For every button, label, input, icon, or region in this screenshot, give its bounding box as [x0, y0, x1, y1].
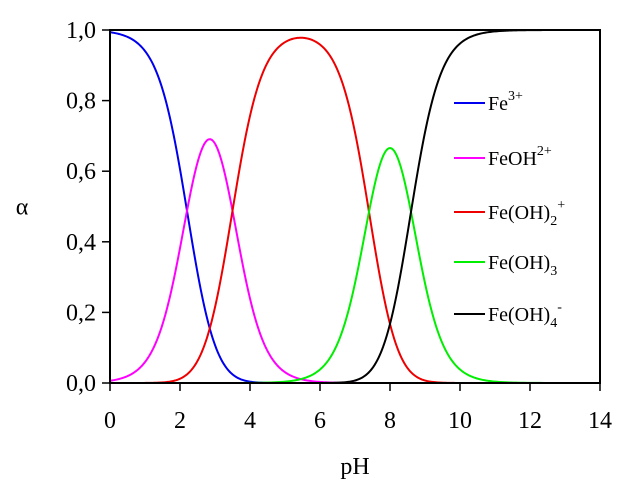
legend-item-5: Fe(OH)4- [454, 300, 562, 331]
legend-label: Fe(OH)3 [488, 252, 557, 279]
y-tick-label: 0,2 [66, 300, 96, 326]
legend-item-1: Fe3+ [454, 89, 523, 115]
x-tick-label: 12 [518, 408, 542, 434]
legend-label: FeOH2+ [488, 144, 552, 170]
legend: Fe3+ FeOH2+ Fe(OH)2+ Fe(OH)3 Fe(OH)4- [454, 89, 565, 331]
y-axis: 0,0 0,2 0,4 0,6 0,8 1,0 [66, 18, 110, 397]
x-tick-label: 6 [314, 408, 326, 434]
x-tick-label: 8 [384, 408, 396, 434]
legend-label: Fe(OH)2+ [488, 198, 565, 229]
legend-label: Fe(OH)4- [488, 300, 562, 331]
x-tick-label: 2 [174, 408, 186, 434]
y-tick-label: 0,0 [66, 371, 96, 397]
x-axis: 0 2 4 6 8 10 12 14 [104, 383, 612, 434]
legend-item-2: FeOH2+ [454, 144, 552, 170]
y-axis-title: α [16, 195, 29, 221]
y-tick-label: 0,6 [66, 159, 96, 185]
y-tick-label: 0,4 [66, 230, 96, 256]
x-tick-label: 14 [588, 408, 612, 434]
plot-frame [109, 29, 601, 384]
x-tick-label: 0 [104, 408, 116, 434]
y-tick-label: 0,8 [66, 89, 96, 115]
x-tick-label: 10 [448, 408, 472, 434]
legend-item-4: Fe(OH)3 [454, 252, 557, 279]
legend-label: Fe3+ [488, 89, 523, 115]
y-tick-label: 1,0 [66, 18, 96, 44]
legend-item-3: Fe(OH)2+ [454, 198, 565, 229]
x-tick-label: 4 [244, 408, 256, 434]
x-axis-title: pH [340, 454, 369, 480]
